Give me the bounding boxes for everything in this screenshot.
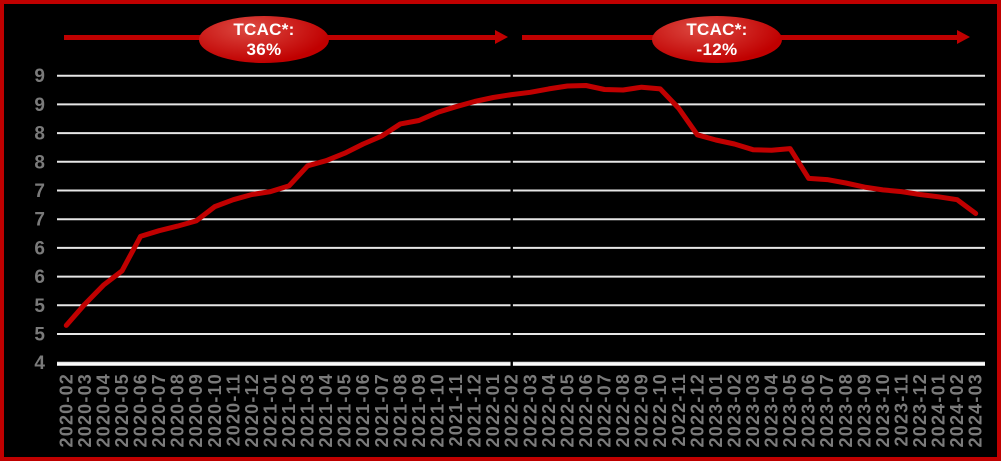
x-tick-label: 2022-11 <box>669 373 689 446</box>
y-tick-label: 5 <box>34 325 45 346</box>
x-tick-label: 2020-07 <box>149 373 169 447</box>
x-tick-label: 2023-04 <box>762 373 782 447</box>
x-tick-label: 2021-04 <box>316 373 336 447</box>
x-tick-label: 2024-02 <box>947 373 967 447</box>
x-tick-label: 2023-06 <box>799 373 819 447</box>
x-tick-label: 2024-03 <box>966 373 986 447</box>
x-tick-label: 2024-01 <box>929 373 949 447</box>
y-tick-label: 4 <box>34 353 45 374</box>
tcac-decline-title: TCAC*: <box>686 19 748 39</box>
x-tick-label: 2020-04 <box>93 373 113 447</box>
x-tick-label: 2022-07 <box>595 373 615 447</box>
x-tick-label: 2021-12 <box>465 373 485 447</box>
x-tick-label: 2023-08 <box>836 373 856 447</box>
x-tick-label: 2023-11 <box>891 373 911 446</box>
data-series-line <box>63 83 979 328</box>
x-tick-label: 2021-09 <box>409 373 429 447</box>
x-tick-label: 2023-03 <box>743 373 763 447</box>
x-tick-label: 2021-02 <box>279 373 299 447</box>
x-tick-label: 2023-09 <box>854 373 874 447</box>
x-tick-label: 2020-06 <box>131 373 151 447</box>
x-tick-label: 2023-10 <box>873 373 893 447</box>
x-tick-label: 2022-12 <box>687 373 707 447</box>
x-tick-label: 2021-11 <box>446 373 466 446</box>
x-tick-label: 2021-08 <box>390 373 410 447</box>
tcac-growth-badge: TCAC*: 36% <box>199 16 329 63</box>
x-tick-label: 2022-01 <box>483 373 503 447</box>
x-tick-label: 2021-05 <box>335 373 355 447</box>
y-tick-label: 5 <box>34 296 45 317</box>
tcac-growth-title: TCAC*: <box>233 19 295 39</box>
tcac-decline-badge: TCAC*: -12% <box>652 16 782 63</box>
x-tick-label: 2022-06 <box>576 373 596 447</box>
x-tick-label: 2022-05 <box>557 373 577 447</box>
y-tick-label: 6 <box>34 238 45 259</box>
x-tick-label: 2020-03 <box>75 373 95 447</box>
x-tick-label: 2023-05 <box>780 373 800 447</box>
x-tick-label: 2023-02 <box>724 373 744 447</box>
tcac-growth-value: 36% <box>246 39 282 59</box>
x-tick-label: 2022-04 <box>539 373 559 447</box>
growth-arrowhead-icon <box>495 30 508 44</box>
y-tick-label: 7 <box>34 181 45 202</box>
x-tick-label: 2022-09 <box>632 373 652 447</box>
x-tick-label: 2022-03 <box>520 373 540 447</box>
x-tick-label: 2023-12 <box>910 373 930 447</box>
x-tick-label: 2021-01 <box>260 373 280 447</box>
decline-arrowhead-icon <box>957 30 970 44</box>
x-tick-label: 2020-11 <box>223 373 243 446</box>
x-tick-label: 2021-06 <box>353 373 373 447</box>
x-tick-label: 2022-10 <box>650 373 670 447</box>
x-tick-label: 2023-07 <box>817 373 837 447</box>
y-tick-label: 6 <box>34 267 45 288</box>
tcac-decline-value: -12% <box>696 39 738 59</box>
x-tick-label: 2020-05 <box>112 373 132 447</box>
x-tick-label: 2020-10 <box>205 373 225 447</box>
x-tick-label: 2020-12 <box>242 373 262 447</box>
x-tick-label: 2020-08 <box>168 373 188 447</box>
y-tick-label: 9 <box>34 66 45 87</box>
x-tick-label: 2020-09 <box>186 373 206 447</box>
x-tick-label: 2021-10 <box>427 373 447 447</box>
x-tick-label: 2023-01 <box>706 373 726 447</box>
y-tick-label: 7 <box>34 210 45 231</box>
x-tick-label: 2020-02 <box>56 373 76 447</box>
x-tick-label: 2021-07 <box>372 373 392 447</box>
y-tick-label: 9 <box>34 95 45 116</box>
x-tick-label: 2021-03 <box>298 373 318 447</box>
y-tick-label: 8 <box>34 152 45 173</box>
y-tick-label: 8 <box>34 124 45 145</box>
x-tick-label: 2022-02 <box>502 373 522 447</box>
x-tick-label: 2022-08 <box>613 373 633 447</box>
